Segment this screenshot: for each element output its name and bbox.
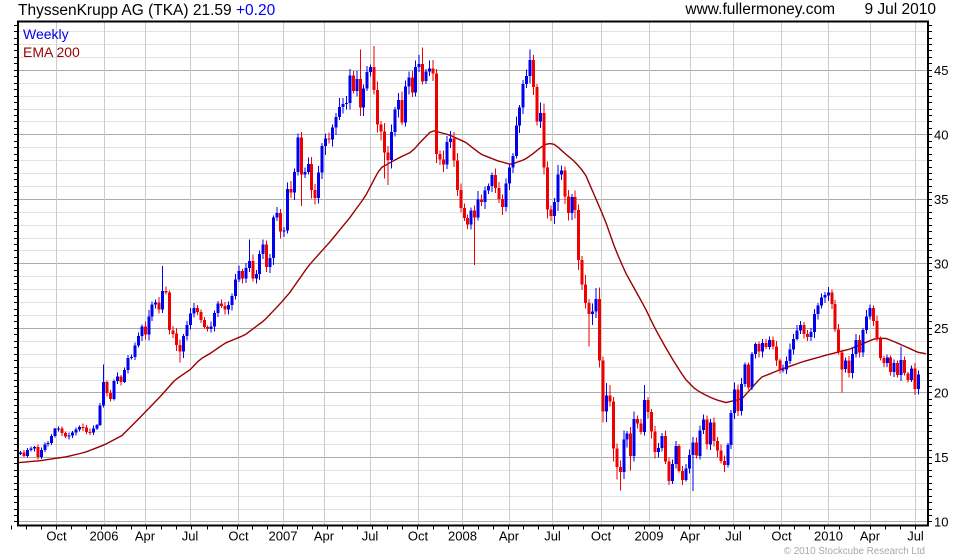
svg-text:2010: 2010 — [814, 529, 843, 544]
svg-text:40: 40 — [934, 127, 948, 142]
svg-text:© 2010 Stockcube Research Ltd: © 2010 Stockcube Research Ltd — [784, 546, 925, 557]
svg-text:2007: 2007 — [269, 529, 298, 544]
svg-text:Oct: Oct — [771, 529, 792, 544]
svg-text:Oct: Oct — [408, 529, 429, 544]
svg-text:Apr: Apr — [135, 529, 156, 544]
svg-text:25: 25 — [934, 321, 948, 336]
svg-text:10: 10 — [934, 515, 948, 530]
svg-text:20: 20 — [934, 385, 948, 400]
svg-text:Oct: Oct — [228, 529, 249, 544]
svg-text:Apr: Apr — [499, 529, 520, 544]
svg-text:Oct: Oct — [591, 529, 612, 544]
svg-text:45: 45 — [934, 63, 948, 78]
svg-text:35: 35 — [934, 192, 948, 207]
svg-text:Apr: Apr — [860, 529, 881, 544]
svg-text:Oct: Oct — [46, 529, 67, 544]
svg-text:Apr: Apr — [314, 529, 335, 544]
svg-text:Jul: Jul — [544, 529, 561, 544]
svg-text:ThyssenKrupp AG (TKA) 21.59 +0: ThyssenKrupp AG (TKA) 21.59 +0.20 — [18, 2, 276, 19]
svg-text:Jul: Jul — [725, 529, 742, 544]
svg-text:15: 15 — [934, 450, 948, 465]
svg-text:Weekly: Weekly — [23, 26, 69, 42]
svg-text:EMA 200: EMA 200 — [23, 44, 80, 60]
svg-text:2006: 2006 — [90, 529, 119, 544]
svg-text:www.fullermoney.com: www.fullermoney.com — [684, 1, 835, 18]
svg-text:Jul: Jul — [182, 529, 199, 544]
svg-text:Apr: Apr — [680, 529, 701, 544]
svg-text:Jul: Jul — [907, 529, 924, 544]
svg-text:2008: 2008 — [448, 529, 477, 544]
svg-text:9 Jul 2010: 9 Jul 2010 — [864, 1, 936, 18]
svg-text:Jul: Jul — [362, 529, 379, 544]
svg-text:30: 30 — [934, 256, 948, 271]
svg-text:2009: 2009 — [635, 529, 664, 544]
